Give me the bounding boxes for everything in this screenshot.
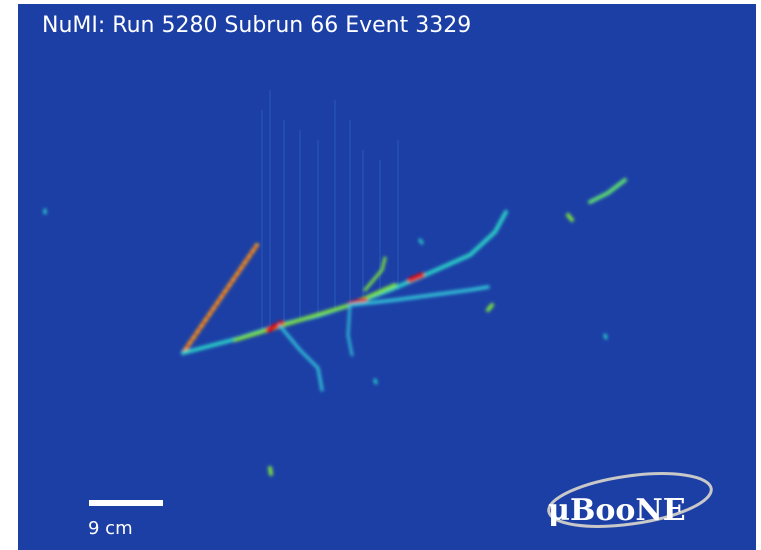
event-display: NuMI: Run 5280 Subrun 66 Event 3329 9 cm… bbox=[0, 0, 761, 550]
scale-label: 9 cm bbox=[88, 518, 133, 539]
detector-background bbox=[18, 4, 756, 550]
blob bbox=[270, 468, 271, 474]
blob bbox=[375, 380, 376, 383]
logo: μBooNE bbox=[548, 493, 686, 528]
page: NuMI: Run 5280 Subrun 66 Event 3329 9 cm… bbox=[0, 0, 761, 550]
scale-bar bbox=[89, 500, 163, 506]
blob bbox=[420, 240, 422, 243]
title: NuMI: Run 5280 Subrun 66 Event 3329 bbox=[42, 13, 471, 38]
blob bbox=[605, 335, 606, 338]
